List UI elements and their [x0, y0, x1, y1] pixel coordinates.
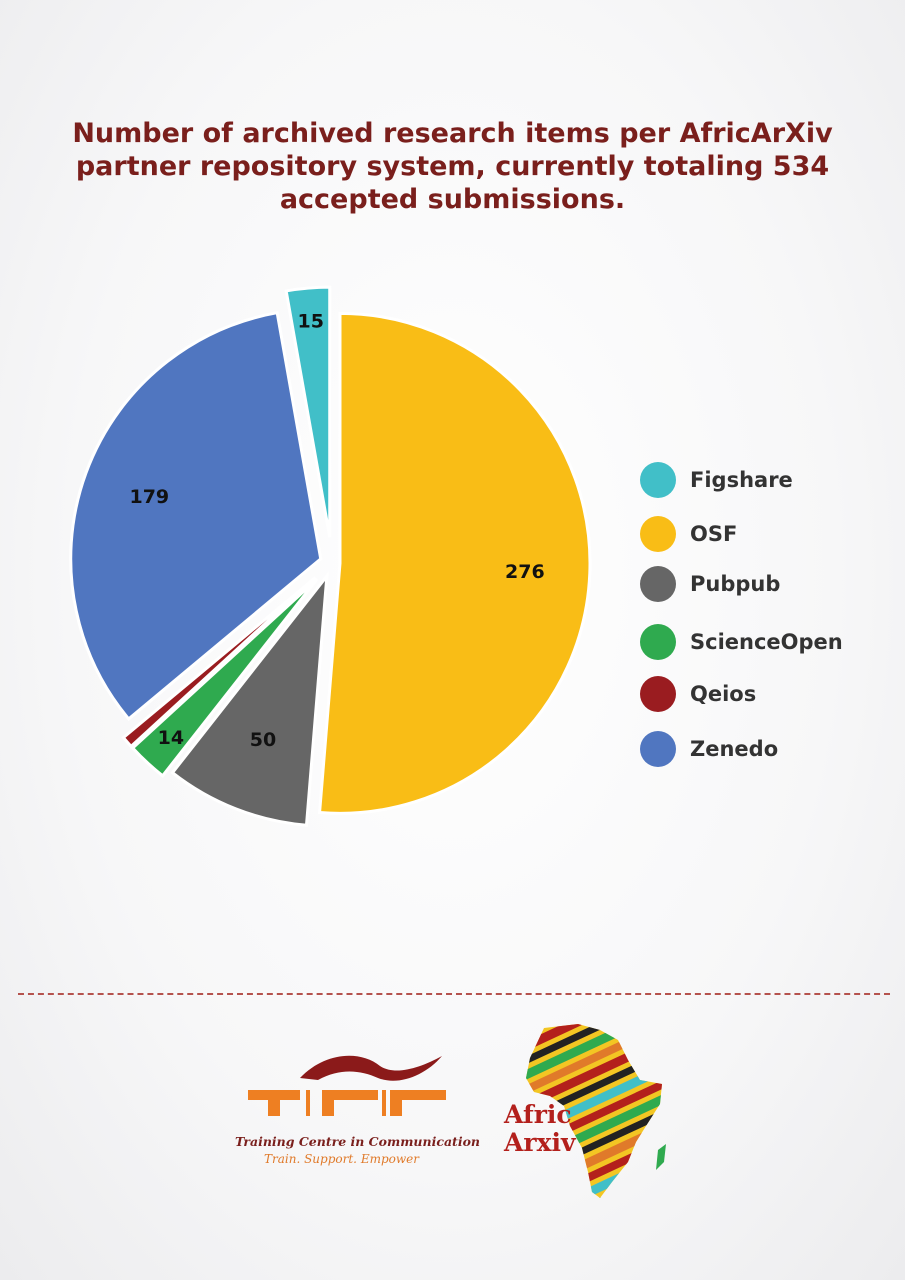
legend-label: Qeios: [690, 682, 757, 706]
data-label-figshare: 15: [297, 310, 323, 332]
pie-slice-pubpub: [170, 571, 329, 827]
legend-label: ScienceOpen: [690, 630, 843, 654]
tcc-logo: Training Centre in Communication Train. …: [230, 1050, 481, 1170]
legend-item-pubpub: Pubpub: [640, 566, 843, 602]
legend-swatch: [640, 731, 676, 767]
legend-item-scienceopen: ScienceOpen: [640, 624, 843, 660]
pie-slice-scienceopen: [130, 578, 319, 778]
pie-slice-zenedo: [69, 310, 323, 722]
legend-item-osf: OSF: [640, 516, 843, 552]
africa-map-icon: [526, 1024, 666, 1198]
legend-label: Zenedo: [690, 737, 779, 761]
data-label-scienceopen: 14: [158, 727, 184, 749]
legend-item-qeios: Qeios: [640, 676, 843, 712]
tcc-tagline: Train. Support. Empower: [264, 1152, 419, 1166]
legend-label: Figshare: [690, 468, 793, 492]
legend-swatch: [640, 624, 676, 660]
legend-swatch: [640, 462, 676, 498]
pie-slice-figshare: [284, 285, 332, 538]
data-label-pubpub: 50: [250, 729, 276, 751]
tcc-name: Training Centre in Communication: [235, 1134, 481, 1149]
legend-swatch: [640, 516, 676, 552]
africarxiv-line1: Afric: [504, 1100, 572, 1129]
legend-item-zenedo: Zenedo: [640, 731, 843, 767]
chart-title: Number of archived research items per Af…: [72, 118, 833, 215]
data-label-zenedo: 179: [129, 486, 169, 508]
tcc-mark-icon: [248, 1055, 446, 1116]
legend-label: OSF: [690, 522, 738, 546]
pie-slice-osf: [317, 311, 592, 815]
pie-slice-qeios: [121, 576, 317, 749]
legend: Figshare OSF Pubpub ScienceOpen Qeios Zenedo: [640, 462, 843, 767]
divider: [18, 993, 890, 995]
legend-label: Pubpub: [690, 572, 781, 596]
africarxiv-line2: Arxiv: [504, 1128, 576, 1157]
legend-swatch: [640, 676, 676, 712]
data-label-osf: 276: [505, 561, 545, 583]
legend-swatch: [640, 566, 676, 602]
africarxiv-logo: Afric Arxiv: [500, 1022, 675, 1202]
legend-item-figshare: Figshare: [640, 462, 843, 498]
